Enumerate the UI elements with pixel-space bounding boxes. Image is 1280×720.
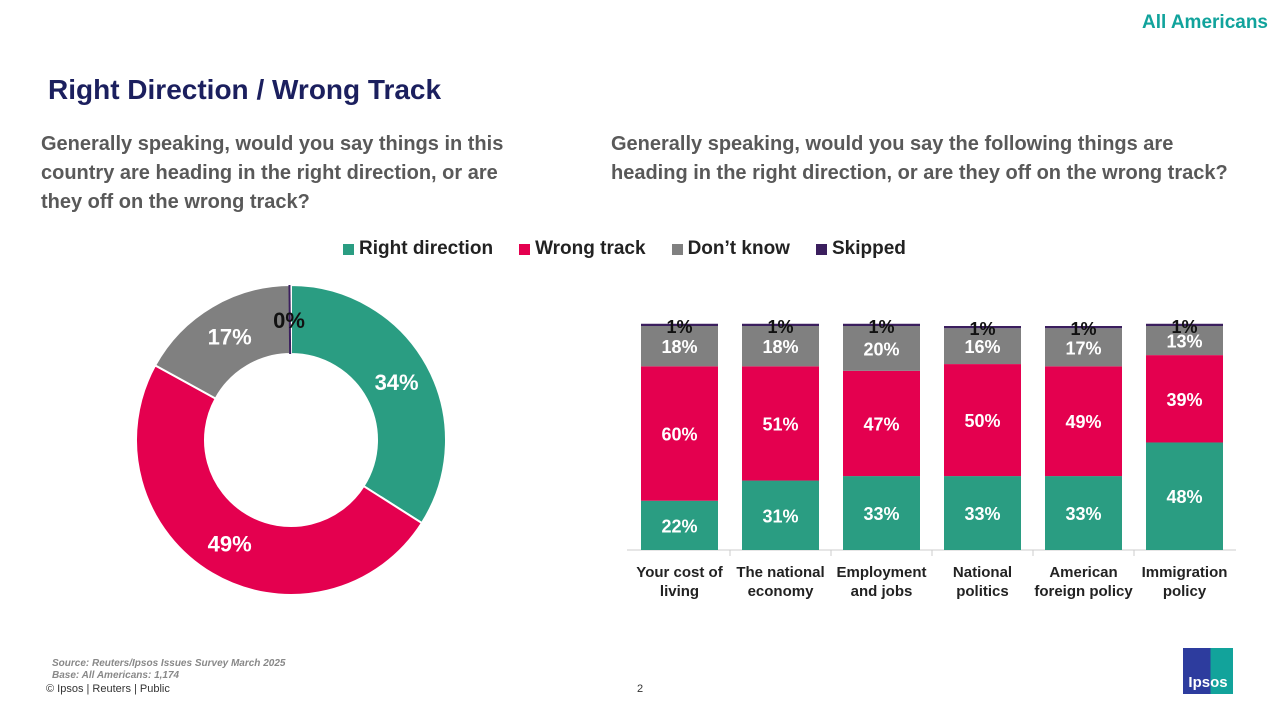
legend-item-dontknow: Don’t know	[671, 238, 790, 260]
bar-segment	[1045, 326, 1122, 329]
bar-segment	[843, 370, 920, 477]
category-label: Your cost of living	[636, 564, 723, 600]
bar-label: 51%	[762, 414, 798, 434]
bar-label: 39%	[1166, 390, 1202, 410]
bar-label: 49%	[1065, 412, 1101, 432]
audience-label: All Americans	[1141, 12, 1268, 33]
bar-segment	[641, 366, 718, 501]
bar-segment	[742, 326, 819, 367]
bar-label: 1%	[868, 317, 894, 337]
page-number: 2	[637, 683, 644, 695]
donut-slice	[290, 283, 447, 525]
donut-slice	[288, 284, 292, 355]
bar-label: 20%	[863, 339, 899, 359]
bar-label: 1%	[767, 317, 793, 337]
bar-label: 1%	[1070, 319, 1096, 339]
bar-segment	[843, 476, 920, 550]
bar-label: 17%	[1065, 338, 1101, 358]
bar-segment	[641, 323, 718, 326]
legend-item-skipped: Skipped	[815, 238, 906, 260]
bar-segment	[944, 364, 1021, 477]
legend-label: Don’t know	[687, 238, 790, 259]
bar-label: 1%	[969, 319, 995, 339]
bar-segment	[1045, 328, 1122, 367]
donut-label: 49%	[208, 532, 252, 557]
bar-segment	[641, 500, 718, 550]
bar-segment	[843, 326, 920, 371]
bar-label: 60%	[661, 425, 697, 445]
bar-segment	[944, 326, 1021, 329]
bar-label: 33%	[964, 504, 1000, 524]
legend-label: Skipped	[831, 238, 906, 259]
bar-label: 18%	[661, 337, 697, 357]
specific-question: Generally speaking, would you say the fo…	[611, 133, 1228, 184]
bar-segment	[742, 480, 819, 550]
donut-slice	[153, 283, 292, 400]
bar-segment	[1146, 326, 1223, 356]
bar-label: 33%	[1065, 504, 1101, 524]
bar-segment	[1045, 366, 1122, 477]
bar-label: 18%	[762, 337, 798, 357]
bar-label: 50%	[964, 411, 1000, 431]
bar-segment	[944, 476, 1021, 550]
bar-label: 47%	[863, 414, 899, 434]
legend-label: Wrong track	[535, 238, 646, 259]
bar-label: 13%	[1166, 332, 1202, 352]
category-label: American foreign policy	[1034, 564, 1133, 600]
donut-slice	[135, 363, 424, 597]
legend: Right direction Wrong track Don’t know S…	[343, 238, 906, 260]
legend-item-right: Right direction	[343, 238, 493, 260]
bar-label: 1%	[666, 317, 692, 337]
bar-segment	[1146, 355, 1223, 443]
legend-swatch	[671, 243, 683, 255]
bar-segment	[742, 323, 819, 326]
bar-label: 33%	[863, 504, 899, 524]
bar-label: 31%	[762, 506, 798, 526]
bar-segment	[843, 323, 920, 326]
bar-label: 22%	[661, 516, 697, 536]
legend-item-wrong: Wrong track	[519, 238, 646, 260]
category-label: The national economy	[736, 564, 825, 600]
base-note: Base: All Americans: 1,174	[52, 670, 180, 681]
category-label: Employment and jobs	[836, 564, 927, 600]
bar-segment	[1146, 323, 1223, 326]
copyright: © Ipsos | Reuters | Public	[46, 683, 170, 695]
category-label: Immigration policy	[1141, 564, 1228, 600]
bar-segment	[944, 328, 1021, 365]
legend-swatch	[343, 243, 354, 255]
bar-segment	[641, 326, 718, 367]
legend-label: Right direction	[359, 238, 494, 259]
legend-swatch	[519, 243, 531, 255]
category-label: National politics	[952, 564, 1013, 600]
donut-label: 17%	[208, 324, 252, 349]
legend-swatch	[815, 243, 827, 255]
donut-label: 0%	[273, 308, 305, 333]
ipsos-logo: Ipsos	[1183, 648, 1233, 694]
page-title: Right Direction / Wrong Track	[48, 74, 442, 105]
bar-segment	[1045, 476, 1122, 550]
bar-segment	[742, 366, 819, 481]
bar-label: 48%	[1166, 487, 1202, 507]
source-note: Source: Reuters/Ipsos Issues Survey Marc…	[52, 658, 286, 669]
overall-question: Generally speaking, would you say things…	[41, 133, 504, 213]
donut-label: 34%	[375, 370, 419, 395]
bar-label: 16%	[964, 337, 1000, 357]
bar-segment	[1146, 442, 1223, 550]
bar-label: 1%	[1171, 317, 1197, 337]
